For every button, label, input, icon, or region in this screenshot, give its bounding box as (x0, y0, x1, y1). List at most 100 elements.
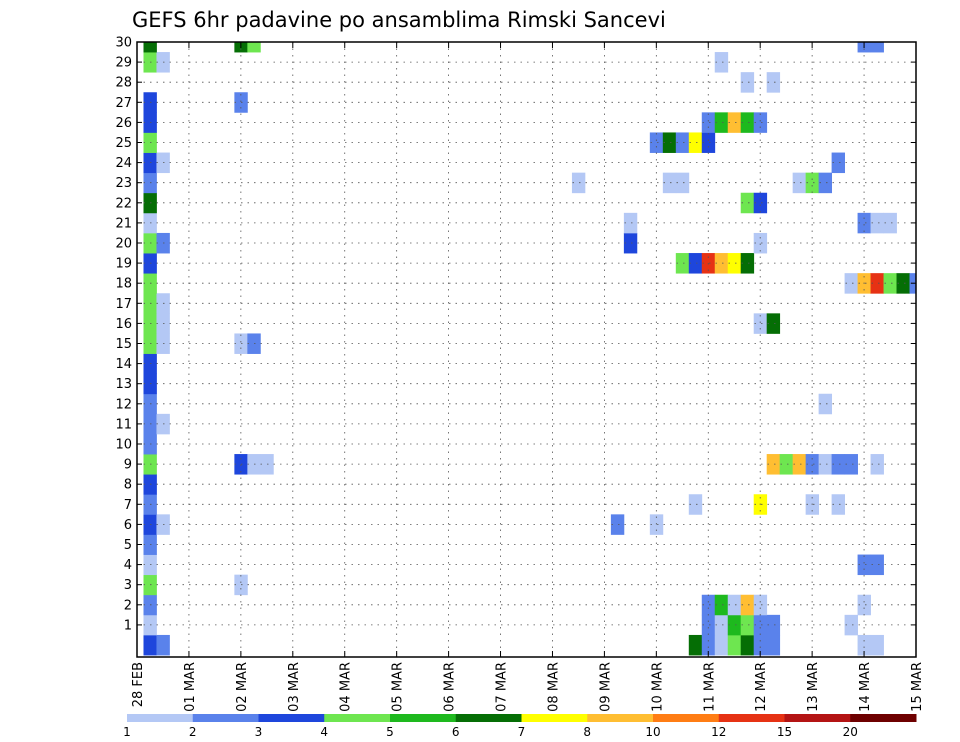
heatmap-cell (740, 634, 755, 656)
heatmap-cell (649, 132, 664, 153)
heatmap-cell (143, 634, 157, 656)
x-tick-label: 02 MAR (235, 662, 250, 712)
heatmap-cell (766, 313, 781, 334)
heatmap-cell (753, 112, 768, 133)
heatmap-cells (143, 42, 917, 656)
y-tick-label: 30 (115, 36, 132, 51)
x-tick-label: 10 MAR (650, 662, 665, 712)
x-tick-label: 11 MAR (702, 662, 717, 712)
heatmap-cell (766, 614, 781, 636)
y-tick-label: 4 (124, 558, 132, 573)
heatmap-cell (714, 634, 729, 656)
heatmap-cell (156, 634, 170, 656)
colorbar-tick-label: 10 (645, 725, 660, 739)
chart-title: GEFS 6hr padavine po ansamblima Rimski S… (132, 8, 666, 32)
x-axis: 28 FEB 01 MAR 02 MAR 03 MAR 04 MAR 05 MAR 06 M… (131, 42, 925, 712)
heatmap-cell (701, 634, 716, 656)
heatmap-cell (779, 454, 794, 475)
y-tick-label: 13 (115, 377, 132, 392)
heatmap-cell (701, 112, 716, 133)
heatmap-cell (870, 42, 884, 53)
colorbar-tick-label: 2 (189, 725, 197, 739)
y-tick-label: 27 (115, 96, 132, 111)
x-tick-label: 08 MAR (546, 662, 561, 712)
heatmap-cell (818, 393, 833, 415)
x-tick-label: 09 MAR (598, 662, 613, 712)
y-tick-label: 2 (124, 598, 132, 613)
heatmap-cell (766, 634, 781, 656)
heatmap-cell (610, 514, 625, 535)
heatmap-cell (844, 273, 858, 294)
heatmap-cell (753, 594, 768, 616)
heatmap-cell (714, 253, 729, 274)
heatmap-cell (143, 42, 157, 53)
x-tick-label: 15 MAR (910, 662, 925, 712)
y-tick-label: 8 (124, 478, 132, 493)
heatmap-cell (727, 594, 742, 616)
heatmap-cell (896, 273, 910, 294)
colorbar-tick-label: 6 (452, 725, 460, 739)
y-tick-label: 21 (115, 216, 132, 231)
heatmap-cell (844, 614, 858, 636)
colorbar-swatch (587, 714, 654, 722)
colorbar: 1 2 3 4 5 6 7 8 10 12 15 20 (123, 714, 917, 739)
y-tick-label: 9 (124, 458, 132, 473)
heatmap-cell (740, 112, 755, 133)
colorbar-swatch (324, 714, 391, 722)
heatmap-cell (805, 172, 820, 194)
colorbar-tick-label: 7 (518, 725, 526, 739)
heatmap-cell (870, 554, 884, 576)
heatmap-cell (662, 172, 677, 194)
heatmap-cell (844, 454, 858, 475)
y-tick-label: 19 (115, 257, 132, 272)
colorbar-swatch (127, 714, 194, 722)
y-tick-label: 7 (124, 498, 132, 513)
heatmap-cell (766, 72, 781, 93)
colorbar-swatch (455, 714, 522, 722)
colorbar-swatch (653, 714, 720, 722)
heatmap-cell (727, 253, 742, 274)
y-tick-label: 3 (124, 578, 132, 593)
y-tick-label: 11 (115, 417, 132, 432)
y-tick-label: 14 (115, 357, 132, 372)
heatmap-cell (831, 494, 845, 515)
x-tick-label: 01 MAR (183, 662, 198, 712)
heatmap-cell (662, 132, 677, 153)
colorbar-swatch (390, 714, 457, 722)
heatmap-cell (247, 42, 261, 53)
colorbar-tick-label: 15 (777, 725, 792, 739)
heatmap-cell (688, 634, 703, 656)
colorbar-tick-label: 12 (711, 725, 726, 739)
heatmap-cell (870, 212, 884, 234)
x-tick-label: 14 MAR (858, 662, 873, 712)
heatmap-cell (727, 112, 742, 133)
heatmap-cell (701, 132, 716, 153)
heatmap-cell (805, 454, 820, 475)
y-tick-label: 22 (115, 196, 132, 211)
heatmap-cell (714, 594, 729, 616)
heatmap-cell (688, 253, 703, 274)
heatmap-cell (688, 132, 703, 153)
y-tick-label: 29 (115, 56, 132, 71)
x-tick-label: 07 MAR (495, 662, 510, 712)
colorbar-tick-label: 8 (583, 725, 591, 739)
colorbar-swatch (258, 714, 325, 722)
heatmap-cell (818, 172, 833, 194)
heatmap-cell (753, 192, 768, 214)
x-tick-label: 13 MAR (806, 662, 821, 712)
heatmap-cell (870, 634, 884, 656)
heatmap-cell (740, 72, 755, 93)
colorbar-tick-label: 1 (123, 725, 131, 739)
heatmap-cell (675, 132, 690, 153)
colorbar-swatch (521, 714, 588, 722)
heatmap-cell (649, 514, 664, 535)
y-tick-label: 26 (115, 116, 132, 131)
heatmap-cell (571, 172, 586, 194)
x-tick-label: 06 MAR (443, 662, 458, 712)
heatmap-cell (740, 192, 755, 214)
y-tick-label: 12 (115, 397, 132, 412)
colorbar-tick-label: 5 (386, 725, 394, 739)
heatmap-cell (740, 594, 755, 616)
heatmap-cell (857, 634, 871, 656)
plot-frame (136, 41, 917, 658)
